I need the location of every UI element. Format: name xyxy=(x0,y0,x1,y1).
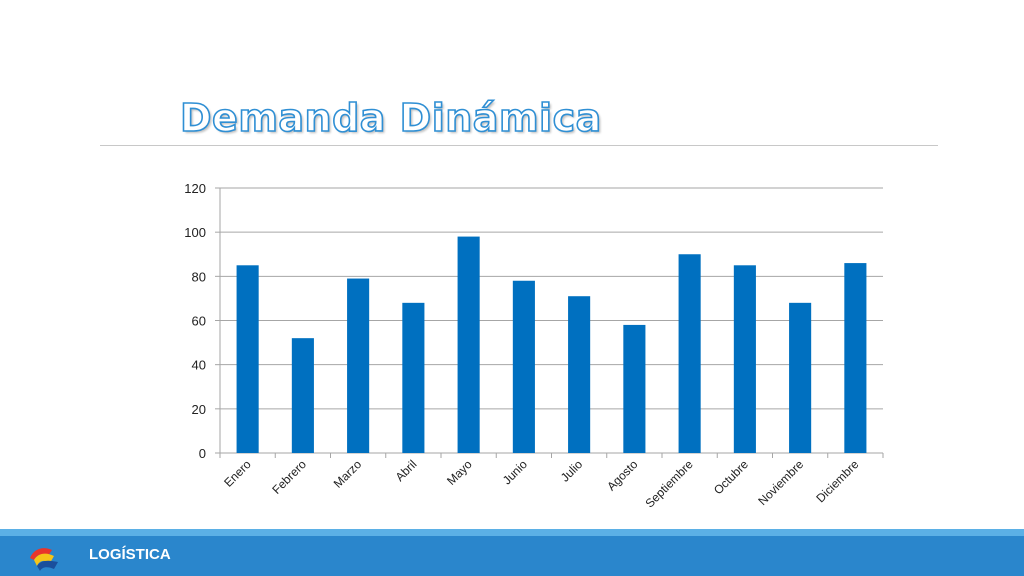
bar-julio xyxy=(568,296,591,453)
bar-mayo xyxy=(457,236,480,453)
bar-febrero xyxy=(291,338,314,453)
bar-marzo xyxy=(347,278,370,453)
y-tick-label: 60 xyxy=(192,314,206,329)
x-tick-label: Septiembre xyxy=(642,457,696,511)
x-tick-label: Diciembre xyxy=(813,457,861,505)
bar-abril xyxy=(402,302,425,453)
x-tick-label: Junio xyxy=(500,457,530,487)
bar-noviembre xyxy=(789,302,812,453)
y-tick-label: 100 xyxy=(184,225,206,240)
bar-chart: 0 20 40 60 80 100 120 Enero Febrero Marzo Abril May… xyxy=(184,181,884,511)
footer-label: LOGÍSTICA xyxy=(89,546,171,563)
bar-junio xyxy=(512,280,535,453)
x-tick-label: Mayo xyxy=(444,457,475,488)
y-tick-label: 40 xyxy=(192,358,206,373)
x-tick-label: Julio xyxy=(558,457,586,485)
footer-bar xyxy=(0,536,1024,576)
x-tick-label: Marzo xyxy=(331,457,365,491)
title-divider xyxy=(100,145,938,146)
slide-title: Demanda Dinámica xyxy=(179,95,602,141)
bar-agosto xyxy=(623,324,646,453)
bar-octubre xyxy=(733,265,756,453)
y-tick-label: 80 xyxy=(192,269,206,284)
x-tick-label: Enero xyxy=(221,457,254,490)
footer-accent-stripe xyxy=(0,529,1024,536)
x-tick-label: Noviembre xyxy=(755,457,806,508)
bar-enero xyxy=(236,265,259,453)
bar-septiembre xyxy=(678,254,701,453)
x-tick-label: Febrero xyxy=(269,457,309,497)
bar-diciembre xyxy=(844,263,867,453)
ribbon-logo-icon xyxy=(30,548,58,571)
x-tick-label: Abril xyxy=(393,457,420,484)
x-tick-label: Octubre xyxy=(711,457,751,497)
y-tick-label: 20 xyxy=(192,402,206,417)
y-tick-label: 0 xyxy=(199,446,206,461)
x-tick-label: Agosto xyxy=(604,457,641,494)
y-tick-label: 120 xyxy=(184,181,206,196)
